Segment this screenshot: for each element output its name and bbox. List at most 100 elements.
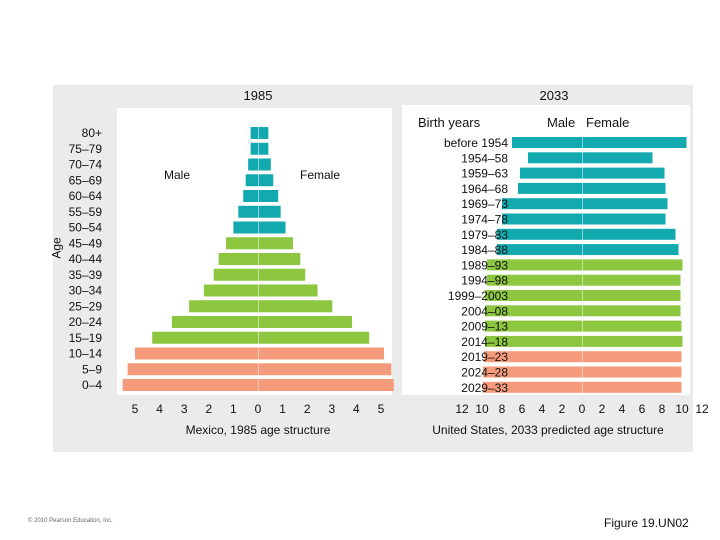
left-bar-male	[203, 284, 258, 297]
right-bar-female	[582, 198, 668, 210]
left-x-tick-label: 2	[205, 402, 212, 416]
right-x-tick-label: 0	[579, 402, 586, 416]
right-x-tick-label: 4	[539, 402, 546, 416]
right-bar-female	[582, 137, 687, 148]
left-bar-male	[250, 127, 258, 139]
right-x-tick-label: 10	[475, 402, 489, 416]
figure-label: Figure 19.UN02	[604, 516, 689, 530]
right-bar-male	[485, 290, 582, 301]
left-bar-male	[243, 190, 258, 202]
right-bar-female	[582, 213, 666, 225]
right-x-tick-label: 12	[695, 402, 709, 416]
right-birth-year-label: before 1954	[444, 136, 508, 150]
right-birth-year-label: 1989–93	[461, 258, 508, 272]
left-age-label: 0–4	[82, 378, 102, 392]
left-legend-female: Female	[300, 168, 341, 182]
left-x-tick-label: 3	[328, 402, 335, 416]
right-x-tick-label: 6	[639, 402, 646, 416]
left-bar-male	[189, 300, 258, 313]
right-bar-female	[582, 305, 681, 317]
right-bar-female	[582, 320, 682, 332]
right-bar-female	[582, 182, 666, 194]
copyright-text: © 2010 Pearson Education, Inc.	[28, 518, 113, 524]
right-birth-year-label: 1994–98	[461, 274, 508, 288]
right-bar-male	[512, 137, 582, 148]
left-age-label: 70–74	[69, 158, 103, 172]
right-bar-male	[518, 182, 582, 194]
left-bar-female	[258, 158, 271, 171]
left-bar-male	[248, 158, 258, 171]
left-age-label: 20–24	[69, 315, 103, 329]
left-chart-subtitle: Mexico, 1985 age structure	[185, 423, 331, 437]
left-x-tick-label: 4	[353, 402, 360, 416]
right-legend-female: Female	[586, 115, 630, 130]
left-age-label: 15–19	[69, 331, 103, 345]
right-birth-year-label: 1979–83	[461, 228, 508, 242]
right-birth-year-label: 1964–68	[461, 182, 508, 196]
left-age-label: 55–59	[69, 205, 103, 219]
right-chart-subtitle: United States, 2033 predicted age struct…	[432, 423, 664, 437]
left-bar-female	[258, 268, 306, 281]
right-birth-year-label: 2014–18	[461, 335, 508, 349]
left-x-tick-label: 0	[255, 402, 262, 416]
left-bar-female	[258, 127, 269, 139]
left-plot-area	[117, 108, 392, 395]
left-age-label: 80+	[82, 126, 102, 140]
left-x-tick-label: 5	[378, 402, 385, 416]
right-birth-year-label: 1984–88	[461, 243, 508, 257]
right-bar-male	[502, 213, 582, 225]
left-bar-female	[258, 190, 279, 202]
right-birth-year-label: 2024–28	[461, 366, 508, 380]
right-x-tick-label: 2	[559, 402, 566, 416]
left-bar-male	[226, 237, 258, 250]
left-bar-male	[250, 142, 258, 155]
right-birth-year-label: 2029–33	[461, 381, 508, 395]
left-age-label: 10–14	[69, 347, 103, 361]
left-age-label: 65–69	[69, 173, 103, 187]
right-bar-female	[582, 152, 653, 164]
right-birth-year-label: 1954–58	[461, 151, 508, 165]
right-x-tick-label: 4	[619, 402, 626, 416]
left-bar-female	[258, 379, 394, 391]
right-bar-female	[582, 274, 681, 286]
left-age-label: 45–49	[69, 236, 103, 250]
left-x-tick-label: 4	[156, 402, 163, 416]
left-age-label: 40–44	[69, 252, 103, 266]
right-birth-year-label: 2009–13	[461, 320, 508, 334]
right-bar-male	[497, 228, 582, 240]
right-bar-female	[582, 167, 665, 179]
left-bar-female	[258, 284, 318, 297]
right-birth-year-label: 2004–08	[461, 304, 508, 318]
left-bar-male	[135, 347, 258, 360]
right-bar-male	[528, 152, 582, 164]
right-bar-female	[582, 366, 682, 378]
left-bar-female	[258, 237, 293, 250]
right-bar-male	[487, 274, 582, 286]
left-bar-female	[258, 253, 301, 265]
right-birth-year-label: 1959–63	[461, 167, 508, 181]
right-bar-female	[582, 335, 683, 347]
right-bar-male	[487, 259, 582, 271]
left-age-label: 30–34	[69, 284, 103, 298]
right-bar-female	[582, 228, 676, 240]
left-bar-male	[213, 268, 258, 281]
right-birth-year-label: 1974–78	[461, 213, 508, 227]
right-bar-male	[485, 335, 582, 347]
right-bar-female	[582, 381, 682, 393]
left-bar-female	[258, 221, 286, 234]
right-bar-male	[520, 167, 582, 179]
right-birth-year-label: 1969–73	[461, 197, 508, 211]
left-bar-female	[258, 174, 274, 187]
left-bar-male	[238, 205, 258, 218]
left-x-tick-label: 2	[304, 402, 311, 416]
left-age-label: 25–29	[69, 299, 103, 313]
left-bar-female	[258, 331, 370, 344]
left-age-label: 35–39	[69, 268, 103, 282]
left-bar-male	[127, 363, 259, 376]
right-bar-male	[485, 320, 582, 332]
right-x-tick-label: 8	[659, 402, 666, 416]
left-bar-female	[258, 300, 333, 313]
left-chart-title: 1985	[243, 88, 273, 103]
right-x-tick-label: 6	[519, 402, 526, 416]
